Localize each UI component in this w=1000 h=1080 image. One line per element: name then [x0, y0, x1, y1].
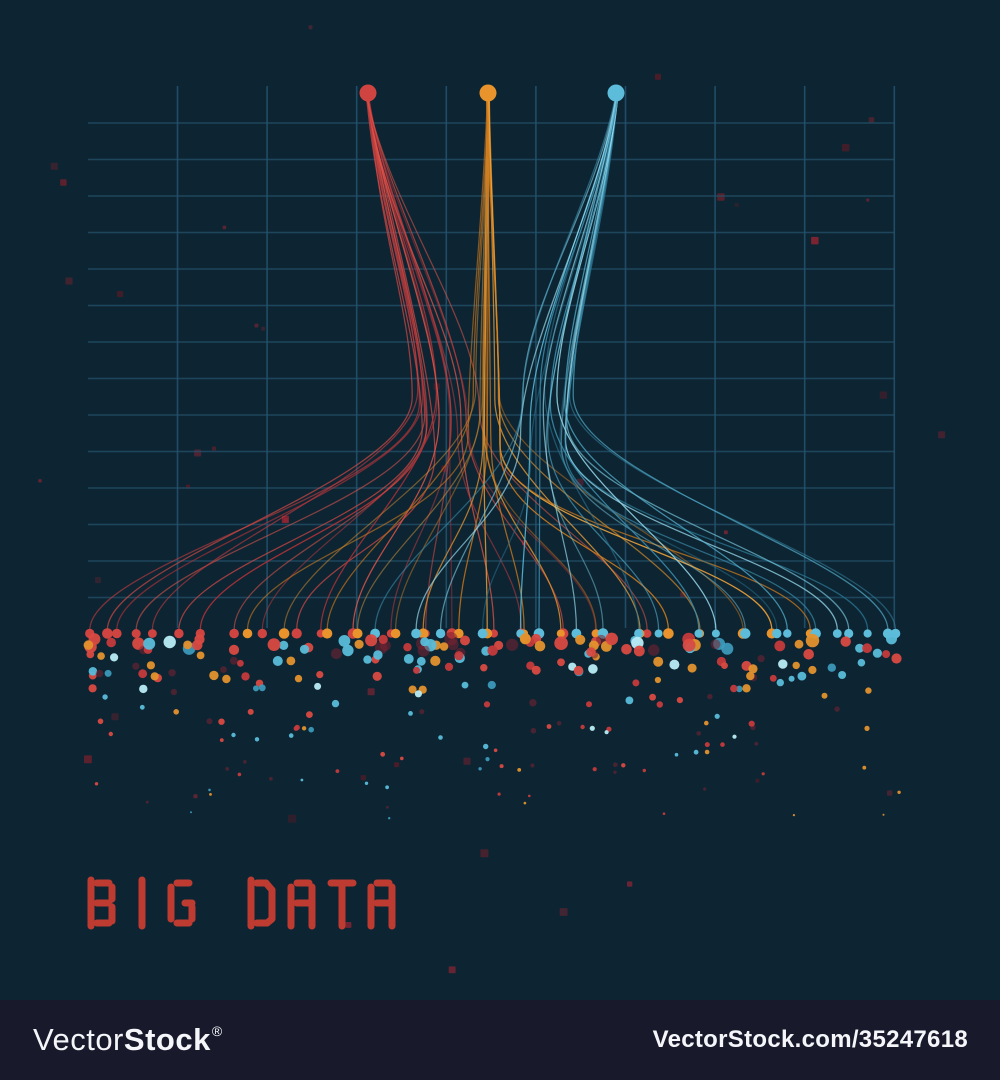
- landing-dot: [783, 629, 792, 638]
- landing-dot: [174, 628, 184, 639]
- landing-dot: [278, 628, 290, 639]
- background-noise: [38, 25, 946, 974]
- brand-stock: Stock: [123, 1022, 211, 1057]
- orange-strand: [458, 100, 490, 631]
- scatter-dot-field: [83, 632, 902, 820]
- red-strand: [233, 100, 428, 631]
- landing-dot: [832, 629, 842, 638]
- grid: [88, 86, 896, 628]
- landing-dot: [694, 629, 704, 638]
- orange-strand: [485, 100, 597, 631]
- blue-strand: [439, 100, 616, 631]
- stream-bundles: [89, 100, 897, 631]
- landing-dot: [131, 629, 141, 638]
- landing-dot: [242, 628, 253, 639]
- brand-vector: Vector: [33, 1022, 124, 1057]
- registered-mark: ®: [211, 1023, 223, 1039]
- landing-dot: [634, 628, 644, 639]
- landing-dot: [411, 628, 421, 639]
- big-data-artwork: [0, 0, 1000, 1000]
- blue-origin-dot: [607, 84, 625, 102]
- background: [0, 0, 1000, 1000]
- landing-dot: [112, 628, 122, 639]
- landing-dot: [148, 629, 157, 638]
- landing-dot: [390, 628, 401, 639]
- orange-strand: [486, 100, 525, 631]
- landing-dot: [556, 629, 565, 638]
- landing-dot: [642, 629, 652, 638]
- blue-strand: [374, 100, 616, 631]
- landing-dot: [489, 629, 498, 638]
- blue-strand: [564, 100, 817, 631]
- red-strand: [296, 100, 436, 631]
- big-data-title: [87, 876, 396, 930]
- orange-strand: [486, 100, 811, 631]
- red-strand: [106, 100, 413, 631]
- watermark-bar: Vector Stock ® VectorStock.com/35247618: [0, 1000, 1000, 1080]
- orange-strand: [246, 100, 488, 631]
- blue-strand: [481, 100, 619, 631]
- landing-dot: [663, 628, 674, 639]
- red-strand: [135, 100, 426, 631]
- landing-dot: [435, 628, 446, 639]
- orange-origin-dot: [479, 84, 497, 102]
- landing-dot: [740, 628, 751, 639]
- landing-dot: [772, 628, 782, 639]
- red-strand: [368, 100, 523, 631]
- red-strand: [320, 100, 438, 631]
- red-strand: [151, 100, 419, 631]
- landing-dot: [102, 628, 113, 639]
- orange-strand: [356, 100, 489, 631]
- data-visualization-canvas: [0, 0, 1000, 1000]
- orange-strand: [283, 100, 489, 631]
- landing-dot: [844, 628, 854, 639]
- blue-strand: [565, 100, 869, 631]
- landing-dot: [229, 628, 239, 639]
- blue-strand: [542, 100, 617, 631]
- blue-strand: [564, 100, 788, 631]
- landing-dot: [322, 628, 333, 639]
- vectorstock-logo: Vector Stock ®: [33, 1022, 223, 1058]
- landing-dot: [654, 629, 663, 638]
- orange-strand: [326, 100, 489, 631]
- red-strand: [178, 100, 423, 631]
- stream-origin-dots: [359, 84, 625, 102]
- landing-dot: [257, 628, 267, 639]
- landing-dot: [711, 629, 720, 638]
- red-strand: [366, 100, 495, 631]
- landing-dot: [352, 628, 363, 639]
- landing-dot: [291, 628, 302, 639]
- image-url-label: VectorStock.com/35247618: [652, 1026, 968, 1053]
- red-strand: [352, 100, 440, 631]
- landing-dot: [418, 628, 429, 639]
- blue-strand: [415, 100, 617, 631]
- landing-dot: [863, 629, 872, 638]
- blue-strand: [538, 100, 617, 631]
- red-origin-dot: [359, 84, 377, 102]
- landing-dot: [477, 628, 488, 639]
- red-strand: [366, 100, 564, 631]
